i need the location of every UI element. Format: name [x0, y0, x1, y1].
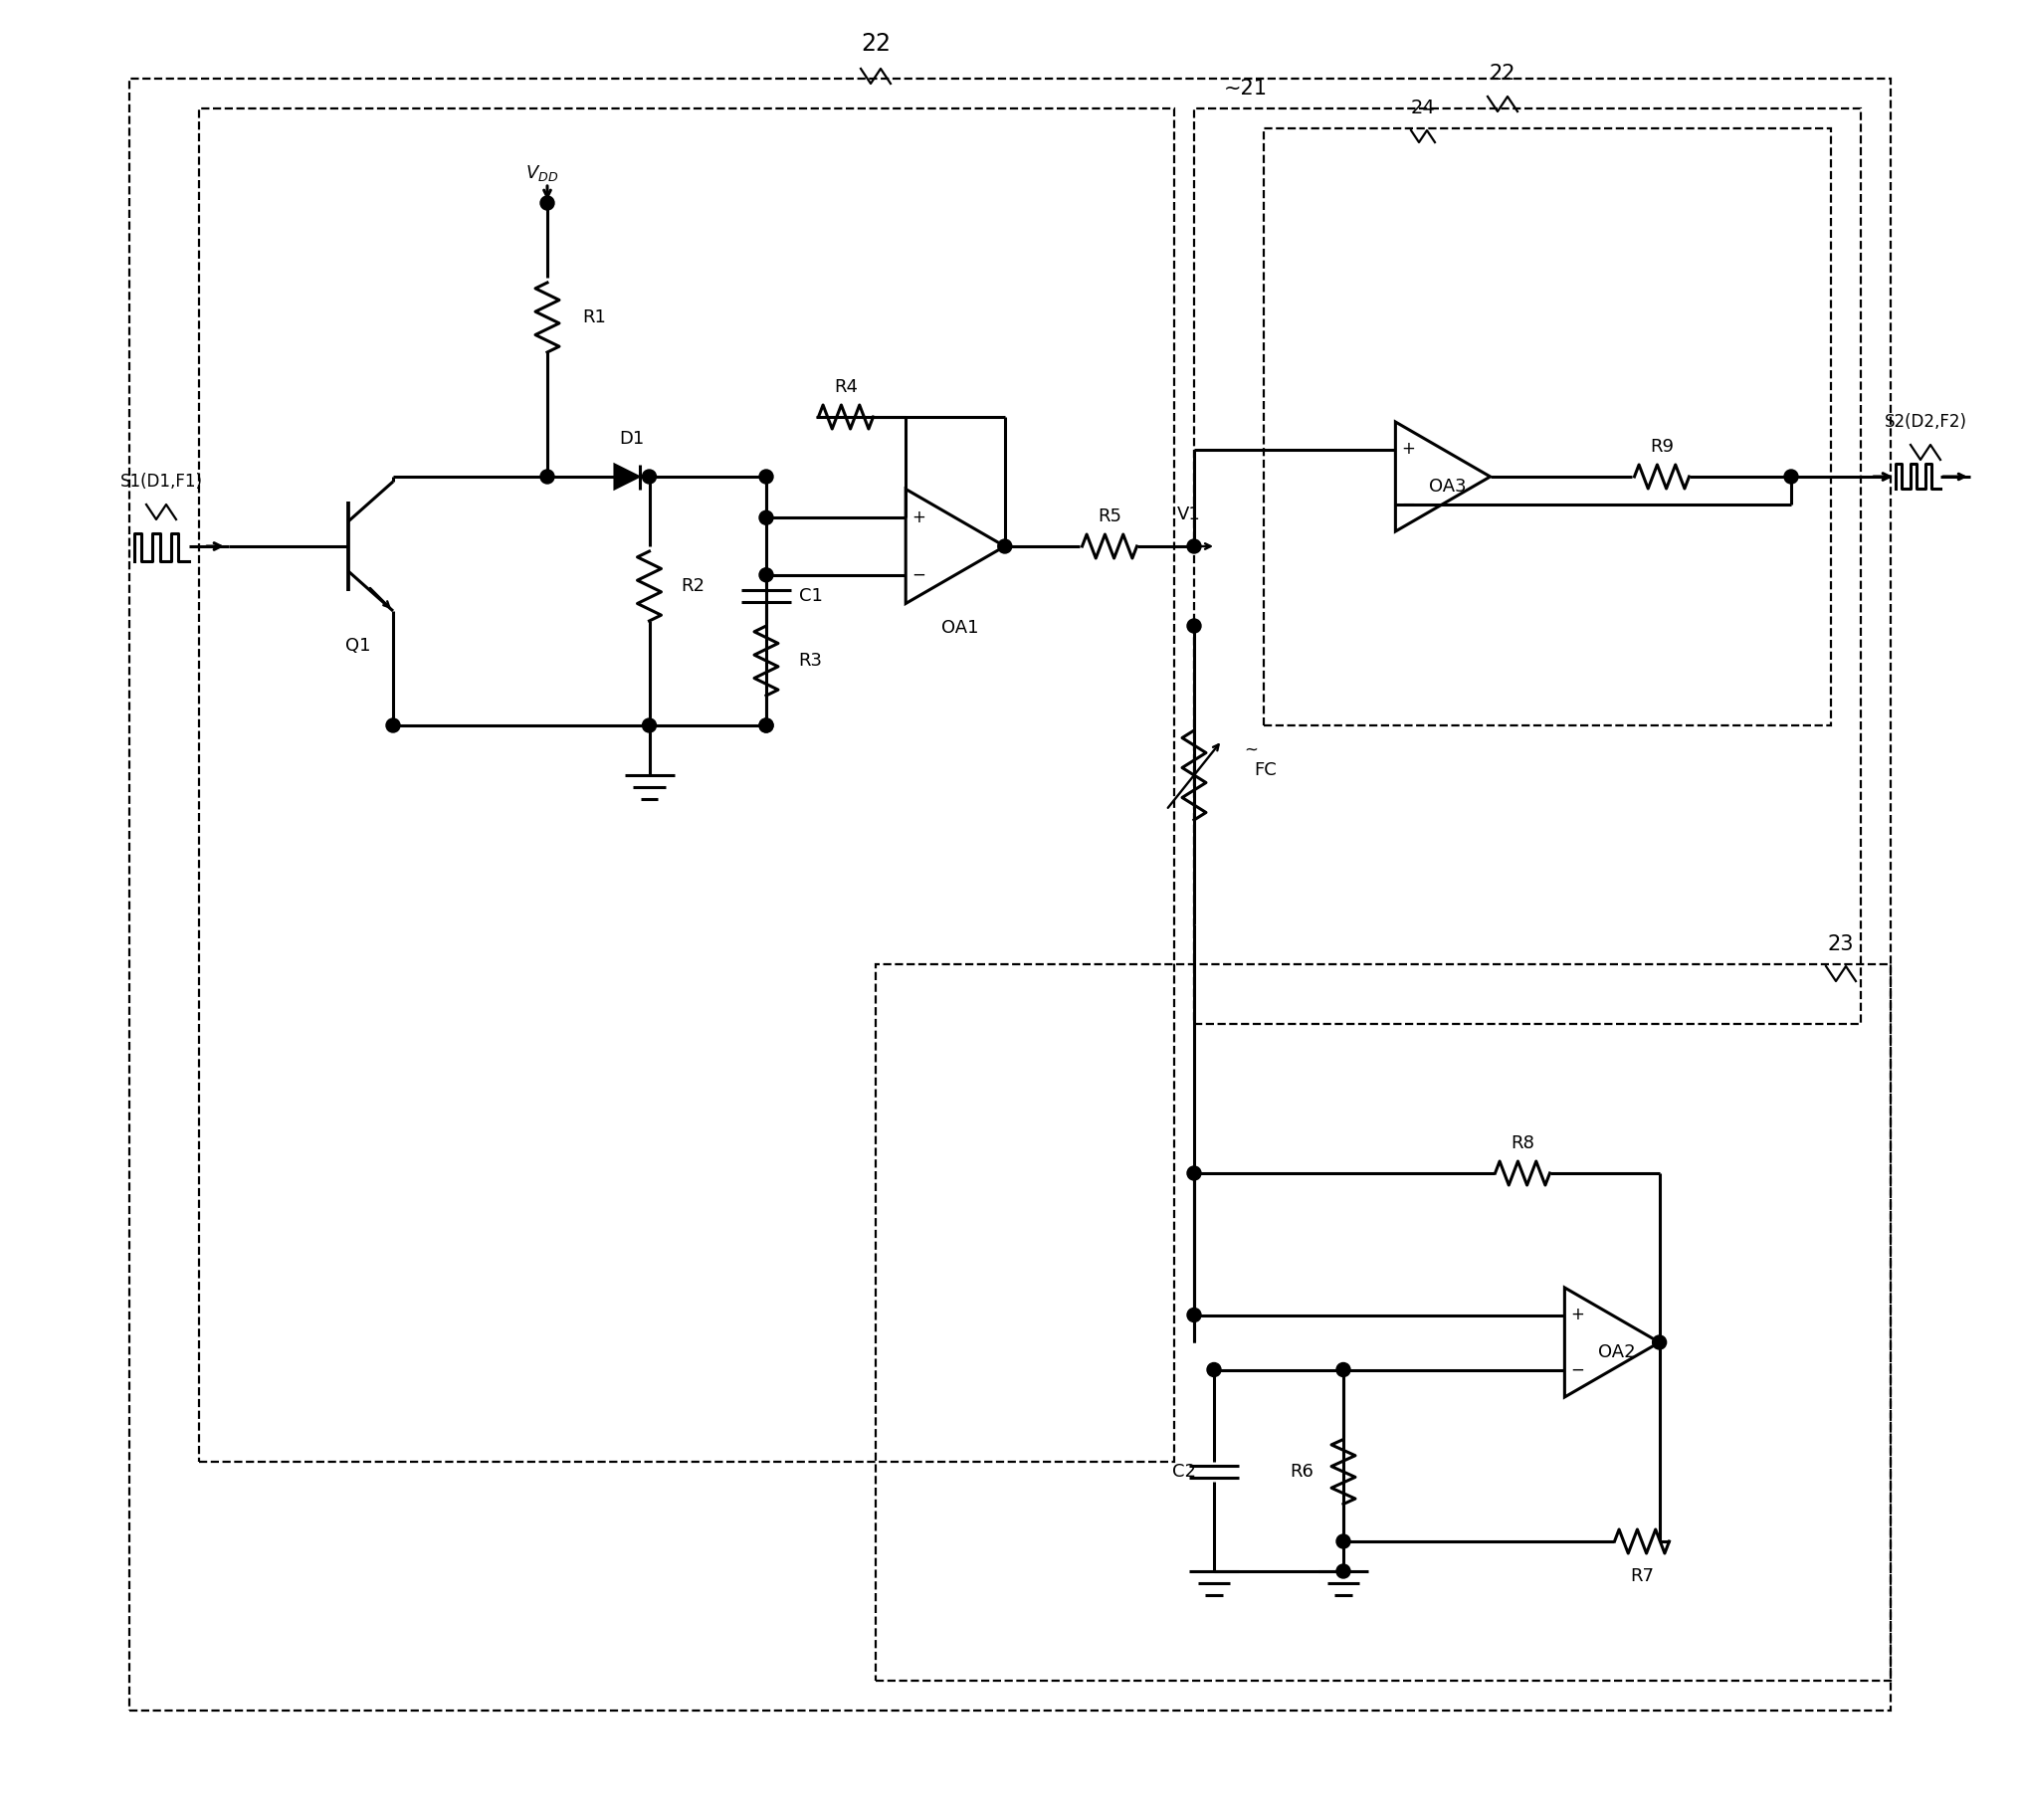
Circle shape: [759, 470, 773, 484]
Text: R6: R6: [1290, 1463, 1314, 1481]
Circle shape: [1187, 1167, 1201, 1179]
Text: 24: 24: [1411, 98, 1436, 118]
Bar: [876, 965, 1890, 1680]
Bar: [1193, 109, 1862, 1025]
Text: +: +: [1401, 440, 1415, 459]
Text: 22: 22: [860, 31, 890, 56]
Bar: [129, 78, 1890, 1711]
Circle shape: [997, 539, 1012, 553]
Circle shape: [1652, 1336, 1666, 1349]
Text: S1(D1,F1): S1(D1,F1): [119, 473, 202, 491]
Text: 22: 22: [1490, 64, 1516, 84]
Circle shape: [759, 719, 773, 732]
Text: C2: C2: [1173, 1463, 1195, 1481]
Text: Q1: Q1: [345, 637, 371, 655]
Text: S2(D2,F2): S2(D2,F2): [1884, 413, 1967, 431]
Circle shape: [642, 719, 656, 732]
Text: −: −: [1401, 495, 1415, 513]
Circle shape: [759, 568, 773, 582]
Text: R8: R8: [1510, 1134, 1534, 1152]
Bar: [200, 109, 1175, 1461]
Text: C1: C1: [800, 588, 824, 604]
Text: R2: R2: [680, 577, 705, 595]
Circle shape: [1207, 1363, 1221, 1376]
Circle shape: [1337, 1563, 1351, 1578]
Polygon shape: [614, 464, 640, 490]
Bar: [1264, 129, 1831, 726]
Text: +: +: [913, 510, 925, 526]
Text: −: −: [913, 566, 925, 584]
Circle shape: [759, 719, 773, 732]
Circle shape: [759, 511, 773, 524]
Circle shape: [541, 470, 555, 484]
Circle shape: [1785, 470, 1799, 484]
Text: R5: R5: [1098, 508, 1121, 526]
Text: D1: D1: [620, 430, 644, 448]
Text: R7: R7: [1629, 1567, 1654, 1585]
Text: OA3: OA3: [1429, 477, 1466, 495]
Text: OA1: OA1: [941, 619, 979, 637]
Circle shape: [1337, 1534, 1351, 1549]
Text: ~21: ~21: [1224, 78, 1268, 98]
Text: ~: ~: [1244, 741, 1258, 759]
Text: +: +: [1571, 1307, 1585, 1323]
Text: 23: 23: [1827, 934, 1853, 954]
Circle shape: [541, 197, 555, 209]
Text: R3: R3: [798, 652, 822, 670]
Text: FC: FC: [1254, 761, 1276, 779]
Text: −: −: [1571, 1361, 1585, 1380]
Circle shape: [1187, 619, 1201, 633]
Text: R1: R1: [581, 308, 606, 326]
Text: R4: R4: [834, 379, 858, 397]
Circle shape: [1187, 539, 1201, 553]
Circle shape: [386, 719, 400, 732]
Circle shape: [1337, 1363, 1351, 1376]
Circle shape: [1187, 1309, 1201, 1321]
Circle shape: [642, 470, 656, 484]
Text: $V_{DD}$: $V_{DD}$: [525, 164, 559, 184]
Text: R9: R9: [1650, 439, 1674, 455]
Text: OA2: OA2: [1599, 1343, 1635, 1361]
Text: V1: V1: [1177, 506, 1201, 524]
